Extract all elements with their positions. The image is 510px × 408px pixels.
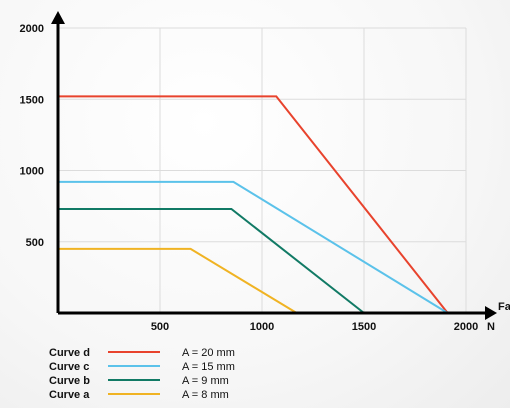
series-lines [58,95,449,314]
grid [58,27,467,313]
series-line-curve-c [58,180,449,314]
legend-label-curve-b: Curve b [49,375,90,387]
x-axis-arrow [485,306,497,320]
x-tick-label: 2000 [454,321,478,333]
y-tick-label: 2000 [20,23,44,35]
series-line-curve-d [58,95,449,314]
x-tick-label: 500 [151,321,169,333]
legend-desc-curve-d: A = 20 mm [182,347,235,359]
x-tick-label: 1000 [250,321,274,333]
series-line-curve-b [58,207,365,314]
tick-labels: 500 1000 1500 2000 500 1000 1500 2000 [20,23,479,333]
series-line-curve-a [58,247,298,314]
x-axis-unit: N [487,321,495,333]
y-tick-label: 1500 [20,94,44,106]
y-axis-arrow [51,11,65,24]
legend-desc-curve-c: A = 15 mm [182,361,235,373]
legend-label-curve-c: Curve c [49,361,89,373]
axes [51,11,497,320]
legend: Curve d A = 20 mm Curve c A = 15 mm Curve b A… [49,347,235,401]
x-axis-label: Fa [498,301,510,313]
x-tick-label: 1500 [352,321,376,333]
legend-desc-curve-b: A = 9 mm [182,375,229,387]
y-tick-label: 500 [26,237,44,249]
legend-desc-curve-a: A = 8 mm [182,389,229,401]
legend-label-curve-a: Curve a [49,389,90,401]
legend-label-curve-d: Curve d [49,347,90,359]
y-tick-label: 1000 [20,166,44,178]
